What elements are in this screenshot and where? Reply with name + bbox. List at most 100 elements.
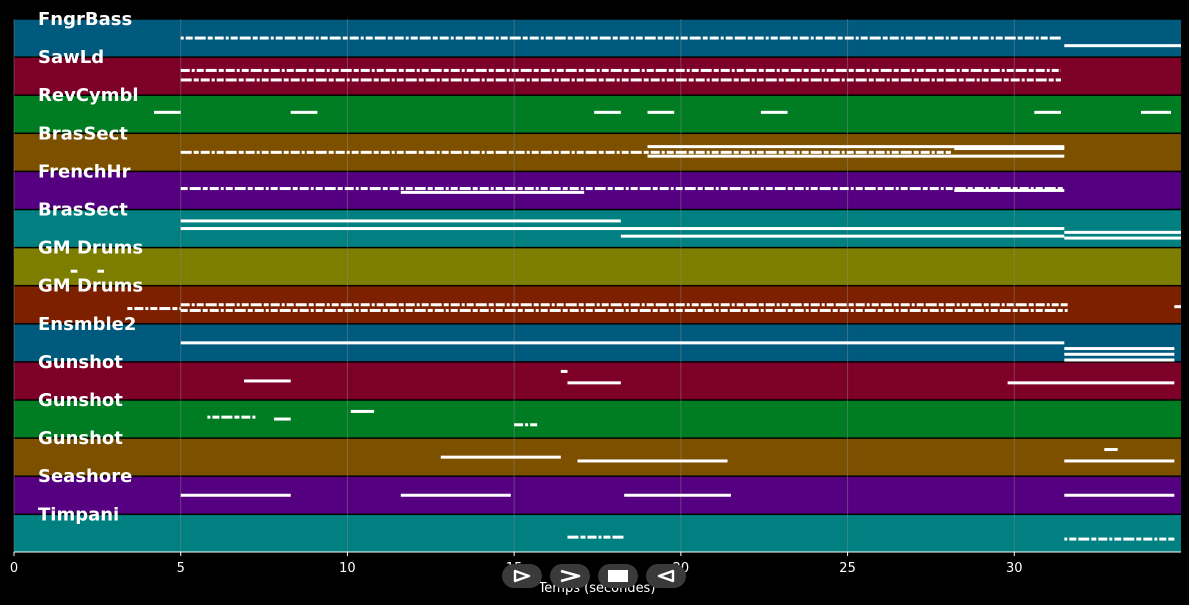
note — [765, 303, 775, 307]
note — [931, 150, 935, 154]
note — [1057, 308, 1063, 312]
note — [689, 36, 701, 40]
note — [185, 36, 193, 40]
note — [990, 303, 1000, 307]
note — [371, 68, 375, 72]
note — [889, 36, 899, 40]
note — [241, 303, 249, 307]
note — [945, 68, 955, 72]
note — [620, 234, 1065, 238]
note — [421, 303, 429, 307]
note — [180, 308, 188, 312]
forward-button[interactable] — [550, 564, 590, 588]
note — [440, 455, 561, 459]
note — [990, 187, 998, 191]
note — [1044, 187, 1056, 191]
note — [760, 110, 788, 114]
note — [450, 308, 458, 312]
note — [461, 303, 465, 307]
note — [443, 303, 449, 307]
note — [742, 308, 748, 312]
note — [360, 68, 370, 72]
play-button[interactable] — [502, 564, 542, 588]
note — [929, 308, 939, 312]
note — [1003, 78, 1009, 82]
note — [238, 78, 244, 82]
note — [324, 187, 336, 191]
note — [180, 303, 190, 307]
note — [855, 150, 867, 154]
note — [295, 303, 307, 307]
note — [801, 78, 809, 82]
note-run — [180, 36, 1061, 40]
note — [189, 308, 201, 312]
note — [1021, 78, 1025, 82]
note — [1051, 68, 1059, 72]
note — [562, 308, 568, 312]
note — [466, 68, 474, 72]
note — [220, 187, 224, 191]
note — [508, 78, 514, 82]
tick-label: 5 — [177, 561, 185, 576]
note — [191, 303, 195, 307]
note — [803, 68, 809, 72]
note — [421, 68, 429, 72]
note — [284, 36, 296, 40]
note — [200, 150, 210, 154]
note — [695, 78, 705, 82]
note — [525, 423, 529, 427]
note — [244, 379, 291, 383]
note — [936, 78, 944, 82]
note — [900, 78, 912, 82]
note — [315, 36, 319, 40]
note — [385, 303, 397, 307]
note — [765, 78, 777, 82]
note — [315, 150, 327, 154]
note — [353, 303, 359, 307]
note — [776, 303, 780, 307]
note — [643, 78, 649, 82]
play-icon — [513, 569, 531, 583]
note — [216, 150, 224, 154]
note — [846, 150, 854, 154]
note — [810, 303, 820, 307]
note — [205, 303, 217, 307]
note — [832, 187, 838, 191]
note — [770, 36, 778, 40]
note — [983, 68, 989, 72]
track-label: SawLd — [38, 47, 104, 68]
note — [587, 535, 597, 539]
stop-button[interactable] — [598, 564, 638, 588]
note — [598, 78, 604, 82]
note — [225, 303, 235, 307]
note — [650, 150, 660, 154]
note — [603, 535, 611, 539]
note — [745, 68, 757, 72]
track-label: Gunshot — [38, 352, 123, 373]
note — [380, 78, 390, 82]
note — [715, 187, 719, 191]
note — [159, 307, 171, 311]
note — [441, 150, 449, 154]
note — [405, 36, 409, 40]
note — [880, 303, 892, 307]
note — [355, 308, 359, 312]
note — [398, 68, 404, 72]
note — [954, 188, 1065, 192]
note — [540, 187, 548, 191]
note — [320, 36, 328, 40]
note — [594, 110, 621, 114]
note — [490, 187, 494, 191]
note — [607, 187, 613, 191]
note — [245, 150, 255, 154]
note — [585, 36, 589, 40]
note — [848, 68, 854, 72]
rewind-button[interactable] — [646, 564, 686, 588]
note — [1035, 36, 1039, 40]
note — [934, 36, 944, 40]
note — [756, 150, 764, 154]
note — [900, 68, 910, 72]
note — [758, 303, 764, 307]
note — [306, 78, 314, 82]
